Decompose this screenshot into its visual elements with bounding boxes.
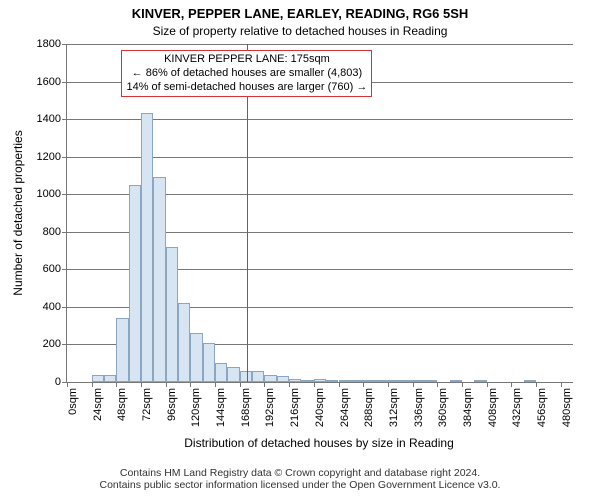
histogram-bar bbox=[314, 379, 326, 382]
x-tick-mark bbox=[67, 382, 68, 387]
chart-container: KINVER, PEPPER LANE, EARLEY, READING, RG… bbox=[0, 0, 600, 500]
y-gridline bbox=[67, 44, 573, 45]
y-tick-label: 1000 bbox=[37, 188, 67, 200]
histogram-bar bbox=[215, 363, 227, 382]
x-tick-mark bbox=[166, 382, 167, 387]
histogram-bar bbox=[277, 376, 289, 382]
x-tick-label: 360sqm bbox=[437, 388, 449, 427]
histogram-bar bbox=[252, 371, 264, 382]
histogram-bar bbox=[153, 177, 165, 382]
x-tick-mark bbox=[511, 382, 512, 387]
histogram-bar bbox=[141, 113, 153, 382]
x-tick-mark bbox=[388, 382, 389, 387]
histogram-bar bbox=[203, 343, 215, 382]
x-tick-mark bbox=[487, 382, 488, 387]
x-tick-mark bbox=[437, 382, 438, 387]
x-tick-mark bbox=[289, 382, 290, 387]
x-tick-mark bbox=[92, 382, 93, 387]
x-tick-label: 48sqm bbox=[116, 388, 128, 421]
histogram-bar bbox=[178, 303, 190, 382]
x-tick-label: 432sqm bbox=[511, 388, 523, 427]
histogram-bar bbox=[240, 371, 252, 382]
x-tick-label: 336sqm bbox=[413, 388, 425, 427]
chart-subtitle: Size of property relative to detached ho… bbox=[0, 24, 600, 38]
x-tick-label: 288sqm bbox=[363, 388, 375, 427]
plot-area: 0200400600800100012001400160018000sqm24s… bbox=[66, 44, 573, 383]
x-tick-mark bbox=[141, 382, 142, 387]
x-tick-mark bbox=[413, 382, 414, 387]
histogram-bar bbox=[190, 333, 202, 382]
annotation-line: 14% of semi-detached houses are larger (… bbox=[126, 81, 367, 95]
chart-title: KINVER, PEPPER LANE, EARLEY, READING, RG… bbox=[0, 6, 600, 21]
x-tick-label: 0sqm bbox=[67, 388, 79, 415]
histogram-bar bbox=[413, 380, 425, 382]
x-tick-mark bbox=[462, 382, 463, 387]
x-tick-label: 480sqm bbox=[561, 388, 573, 427]
x-tick-label: 72sqm bbox=[141, 388, 153, 421]
x-tick-label: 192sqm bbox=[264, 388, 276, 427]
annotation-header: KINVER PEPPER LANE: 175sqm bbox=[126, 53, 367, 67]
histogram-bar bbox=[227, 367, 239, 382]
x-tick-label: 312sqm bbox=[388, 388, 400, 427]
histogram-bar bbox=[376, 380, 388, 382]
histogram-bar bbox=[326, 380, 338, 382]
x-tick-label: 456sqm bbox=[536, 388, 548, 427]
annotation-line: ← 86% of detached houses are smaller (4,… bbox=[126, 67, 367, 81]
y-tick-label: 1800 bbox=[37, 38, 67, 50]
x-tick-mark bbox=[240, 382, 241, 387]
x-tick-mark bbox=[339, 382, 340, 387]
y-axis-label: Number of detached properties bbox=[11, 130, 25, 295]
histogram-bar bbox=[104, 375, 116, 383]
x-tick-mark bbox=[264, 382, 265, 387]
x-tick-label: 264sqm bbox=[339, 388, 351, 427]
x-tick-mark bbox=[215, 382, 216, 387]
x-tick-label: 384sqm bbox=[462, 388, 474, 427]
x-tick-label: 216sqm bbox=[289, 388, 301, 427]
x-tick-label: 144sqm bbox=[215, 388, 227, 427]
histogram-bar bbox=[425, 380, 437, 382]
histogram-bar bbox=[351, 380, 363, 382]
histogram-bar bbox=[264, 375, 276, 383]
y-tick-label: 1600 bbox=[37, 76, 67, 88]
histogram-bar bbox=[363, 380, 375, 382]
y-tick-label: 200 bbox=[43, 338, 67, 350]
x-tick-label: 408sqm bbox=[487, 388, 499, 427]
histogram-bar bbox=[301, 380, 313, 382]
y-tick-label: 0 bbox=[55, 376, 67, 388]
histogram-bar bbox=[166, 247, 178, 382]
histogram-bar bbox=[289, 379, 301, 382]
histogram-bar bbox=[129, 185, 141, 382]
histogram-bar bbox=[400, 380, 412, 382]
x-tick-mark bbox=[190, 382, 191, 387]
x-tick-mark bbox=[363, 382, 364, 387]
x-tick-mark bbox=[314, 382, 315, 387]
y-tick-label: 400 bbox=[43, 301, 67, 313]
x-axis-label: Distribution of detached houses by size … bbox=[66, 436, 572, 450]
x-tick-mark bbox=[561, 382, 562, 387]
x-tick-mark bbox=[536, 382, 537, 387]
histogram-bar bbox=[339, 380, 351, 382]
histogram-bar bbox=[92, 375, 104, 383]
y-tick-label: 1200 bbox=[37, 151, 67, 163]
y-tick-label: 1400 bbox=[37, 113, 67, 125]
footer-line-2: Contains public sector information licen… bbox=[0, 479, 600, 492]
y-tick-label: 600 bbox=[43, 263, 67, 275]
x-tick-label: 24sqm bbox=[92, 388, 104, 421]
histogram-bar bbox=[450, 380, 462, 382]
x-tick-mark bbox=[116, 382, 117, 387]
footer-line-1: Contains HM Land Registry data © Crown c… bbox=[0, 467, 600, 480]
annotation-box: KINVER PEPPER LANE: 175sqm← 86% of detac… bbox=[121, 50, 372, 97]
x-tick-label: 96sqm bbox=[166, 388, 178, 421]
x-tick-label: 120sqm bbox=[190, 388, 202, 427]
histogram-bar bbox=[116, 318, 128, 382]
y-tick-label: 800 bbox=[43, 226, 67, 238]
x-tick-label: 240sqm bbox=[314, 388, 326, 427]
histogram-bar bbox=[474, 380, 486, 382]
footer: Contains HM Land Registry data © Crown c… bbox=[0, 467, 600, 492]
histogram-bar bbox=[388, 380, 400, 382]
x-tick-label: 168sqm bbox=[240, 388, 252, 427]
histogram-bar bbox=[524, 380, 536, 382]
